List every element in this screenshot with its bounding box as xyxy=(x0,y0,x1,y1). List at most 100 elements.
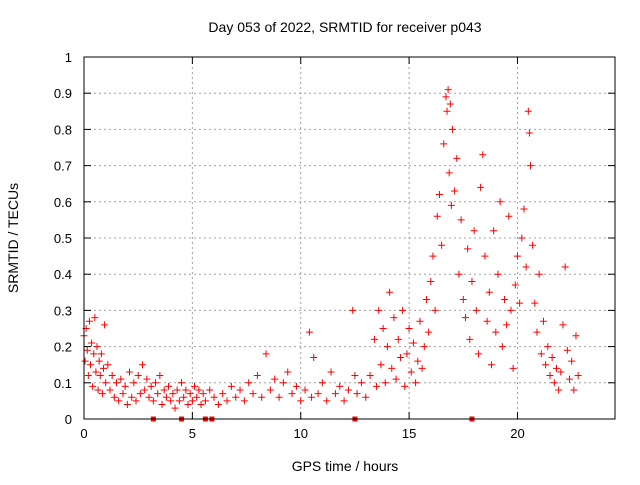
data-point xyxy=(353,390,361,398)
data-point xyxy=(240,397,248,405)
data-point xyxy=(101,321,109,329)
data-point xyxy=(477,183,485,191)
data-point xyxy=(561,263,569,271)
data-point xyxy=(429,252,437,260)
x-tick-label: 20 xyxy=(510,426,524,441)
data-point xyxy=(464,245,472,253)
data-point xyxy=(481,252,489,260)
data-point xyxy=(102,379,110,387)
data-point xyxy=(505,212,513,220)
data-point xyxy=(113,379,121,387)
data-point xyxy=(210,393,218,401)
data-point xyxy=(123,401,131,409)
data-point xyxy=(487,361,495,369)
data-point xyxy=(158,401,166,409)
data-point xyxy=(219,390,227,398)
data-point xyxy=(175,397,183,405)
data-point xyxy=(184,401,192,409)
data-point xyxy=(92,368,100,376)
data-point xyxy=(494,270,502,278)
data-point xyxy=(468,277,476,285)
data-point xyxy=(275,393,283,401)
data-point xyxy=(559,321,567,329)
data-point xyxy=(171,404,179,412)
data-point xyxy=(197,401,205,409)
chart-title: Day 053 of 2022, SRMTID for receiver p04… xyxy=(208,19,481,35)
data-point xyxy=(253,372,261,380)
data-point xyxy=(297,397,305,405)
data-point xyxy=(199,390,207,398)
data-point xyxy=(445,169,453,177)
data-point xyxy=(401,382,409,390)
y-tick-label: 0.6 xyxy=(54,195,72,210)
y-tick-label: 0 xyxy=(65,412,72,427)
data-point xyxy=(121,382,129,390)
data-point xyxy=(88,339,96,347)
data-point xyxy=(173,386,181,394)
data-point xyxy=(405,325,413,332)
data-point xyxy=(98,390,106,398)
data-point xyxy=(236,386,244,394)
data-point xyxy=(327,368,335,376)
data-point xyxy=(117,375,125,383)
data-point xyxy=(160,386,168,394)
data-point xyxy=(518,234,526,242)
data-point xyxy=(232,393,240,401)
data-point xyxy=(526,162,534,170)
data-point xyxy=(403,350,411,358)
data-point xyxy=(451,187,459,195)
data-point xyxy=(377,361,385,369)
data-point xyxy=(141,386,149,394)
data-point xyxy=(522,263,530,271)
data-point xyxy=(195,386,203,394)
data-point xyxy=(544,343,552,351)
data-point xyxy=(440,140,448,148)
data-point xyxy=(381,379,389,387)
x-tick-label: 15 xyxy=(402,426,416,441)
data-point xyxy=(525,129,533,137)
data-point xyxy=(574,372,582,380)
data-point xyxy=(85,317,93,325)
data-point xyxy=(262,350,270,358)
data-point xyxy=(227,382,235,390)
data-point xyxy=(442,93,450,101)
data-point xyxy=(548,353,556,361)
data-point xyxy=(266,386,274,394)
data-point xyxy=(223,397,231,405)
data-point xyxy=(446,100,454,108)
data-point xyxy=(336,382,344,390)
data-point xyxy=(420,343,428,351)
data-point xyxy=(154,390,162,398)
data-point xyxy=(143,375,151,383)
data-point xyxy=(524,107,532,115)
data-point xyxy=(496,198,504,206)
data-marks xyxy=(80,86,582,422)
y-tick-label: 0.7 xyxy=(54,159,72,174)
data-point xyxy=(366,372,374,380)
data-point xyxy=(568,357,576,365)
data-point xyxy=(178,379,186,387)
data-point xyxy=(96,372,104,380)
data-point xyxy=(470,227,478,235)
data-point xyxy=(258,393,266,401)
data-point xyxy=(249,390,257,398)
data-point xyxy=(147,382,155,390)
data-point xyxy=(94,386,102,394)
data-point xyxy=(206,386,214,394)
data-point xyxy=(279,379,287,387)
data-point xyxy=(139,361,147,369)
data-point xyxy=(191,382,199,390)
data-point xyxy=(318,379,326,387)
data-point xyxy=(108,372,116,380)
data-point xyxy=(563,346,571,354)
data-point xyxy=(357,379,365,387)
y-tick-label: 0.4 xyxy=(54,267,72,282)
data-point xyxy=(81,357,89,365)
data-point xyxy=(182,386,190,394)
data-point xyxy=(379,325,387,332)
data-point xyxy=(180,393,188,401)
x-tick-label: 5 xyxy=(189,426,196,441)
data-point xyxy=(351,372,359,380)
